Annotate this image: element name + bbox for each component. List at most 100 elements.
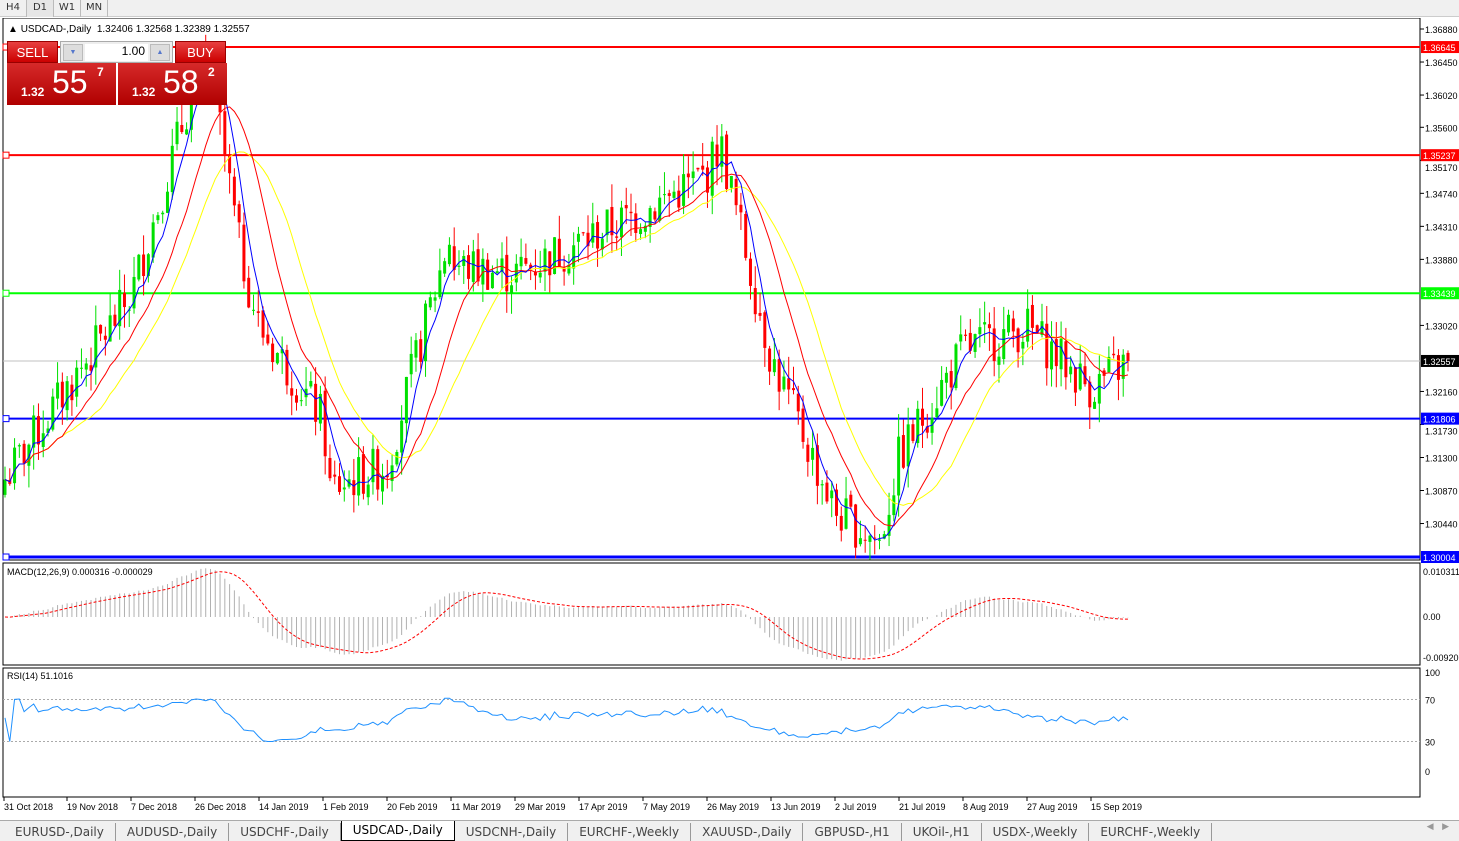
chart-tab[interactable]: USDCHF-,Daily: [229, 823, 341, 841]
bearish-candle: [122, 292, 126, 308]
chart-tab[interactable]: GBPUSD-,H1: [803, 823, 902, 841]
price-chart[interactable]: 1.36880 1.36450 1.36020 1.35600 1.35170 1.347…: [0, 18, 1459, 820]
bullish-candle: [309, 381, 313, 387]
chart-tab[interactable]: EURCHF-,Weekly: [568, 823, 692, 841]
bearish-candle: [1011, 318, 1015, 332]
price-level-label: 1.33439: [1423, 289, 1456, 299]
chart-tab[interactable]: USDCAD-,Daily: [340, 821, 455, 841]
bearish-candle: [949, 371, 953, 388]
timeframe-w1[interactable]: W1: [54, 0, 81, 17]
buy-price-fraction: 2: [208, 65, 215, 79]
bullish-candle: [13, 447, 17, 484]
bearish-candle: [1116, 355, 1120, 380]
bearish-candle: [987, 324, 991, 329]
bearish-candle: [548, 251, 552, 276]
bullish-candle: [1040, 321, 1044, 335]
buy-price-pips: 58: [163, 64, 199, 100]
lot-size-input[interactable]: 1.00: [85, 44, 148, 61]
bearish-candle: [758, 312, 762, 316]
buy-price[interactable]: 1.32 58 2: [118, 63, 227, 105]
price-label: 1.33880: [1425, 255, 1458, 265]
rsi-axis-label: 30: [1425, 738, 1435, 748]
bullish-candle: [500, 258, 504, 272]
bullish-candle: [729, 175, 733, 188]
bullish-candle: [156, 215, 160, 221]
chart-tab[interactable]: EURUSD-,Daily: [4, 823, 116, 841]
chart-tab[interactable]: XAUUSD-,Daily: [691, 823, 804, 841]
bearish-candle: [921, 408, 925, 426]
bullish-candle: [662, 194, 666, 196]
bearish-candle: [1035, 325, 1039, 333]
bearish-candle: [667, 193, 671, 196]
bullish-candle: [1007, 314, 1011, 333]
bearish-candle: [787, 378, 791, 390]
bullish-candle: [658, 197, 662, 221]
tab-scroll-arrows-icon[interactable]: ◀ ▶: [1426, 822, 1449, 832]
bearish-candle: [815, 445, 819, 486]
bullish-candle: [189, 88, 193, 130]
bearish-candle: [1016, 328, 1020, 353]
line-handle: [2, 151, 10, 159]
price-level-badge: [1421, 41, 1459, 54]
macd-axis-label: 0.010311: [1423, 567, 1459, 577]
collapse-triangle-icon[interactable]: ▲: [8, 24, 18, 35]
bearish-candle: [615, 236, 619, 238]
bearish-candle: [806, 444, 810, 462]
chart-title: ▲ USDCAD-,Daily 1.32406 1.32568 1.32389 …: [8, 24, 250, 35]
bullish-candle: [56, 382, 60, 399]
bearish-candle: [505, 254, 509, 292]
chart-tab[interactable]: USDX-,Weekly: [982, 823, 1090, 841]
bearish-candle: [901, 435, 905, 468]
bearish-candle: [1073, 367, 1077, 393]
bearish-candle: [634, 213, 638, 233]
buy-button[interactable]: BUY: [175, 41, 226, 63]
bearish-candle: [99, 324, 103, 334]
date-label: 7 May 2019: [643, 802, 690, 812]
date-label: 29 Mar 2019: [515, 802, 566, 812]
sell-price-prefix: 1.32: [21, 85, 45, 99]
chart-tab[interactable]: AUDUSD-,Daily: [116, 823, 230, 841]
bullish-candle: [170, 145, 174, 193]
timeframe-d1[interactable]: D1: [27, 0, 54, 17]
bullish-candle: [433, 297, 437, 301]
chart-tab[interactable]: EURCHF-,Weekly: [1089, 823, 1213, 841]
bearish-candle: [753, 288, 757, 315]
bearish-candle: [271, 343, 275, 363]
price-level-label: 1.35237: [1423, 151, 1456, 161]
decrease-lot-icon[interactable]: ▼: [63, 44, 83, 61]
price-label: 1.30440: [1425, 520, 1458, 530]
sell-button[interactable]: SELL: [7, 41, 58, 63]
bearish-candle: [533, 271, 537, 276]
bullish-candle: [357, 457, 361, 496]
ma-fast-line: [4, 65, 1129, 541]
bullish-candle: [1107, 356, 1111, 373]
increase-lot-icon[interactable]: ▲: [150, 44, 170, 61]
timeframe-h4[interactable]: H4: [0, 0, 27, 17]
bearish-candle: [596, 222, 600, 249]
bearish-candle: [610, 206, 614, 236]
bullish-candle: [648, 208, 652, 227]
bullish-candle: [591, 223, 595, 243]
bullish-candle: [519, 256, 523, 267]
bearish-candle: [247, 277, 251, 308]
bearish-candle: [992, 328, 996, 362]
lot-size-stepper[interactable]: ▼ 1.00 ▲: [60, 41, 173, 63]
bullish-candle: [299, 400, 303, 402]
bullish-candle: [280, 349, 284, 354]
bullish-candle: [1002, 329, 1006, 360]
chart-tabs: EURUSD-,Daily AUDUSD-,Daily USDCHF-,Daily U…: [0, 820, 1459, 841]
macd-axis-label: 0.00: [1423, 612, 1441, 622]
sell-price[interactable]: 1.32 55 7: [7, 63, 116, 105]
bullish-candle: [639, 229, 643, 235]
bullish-candle: [304, 388, 308, 398]
bearish-candle: [677, 190, 681, 208]
bearish-candle: [586, 232, 590, 247]
bullish-candle: [185, 129, 189, 135]
timeframe-mn[interactable]: MN: [81, 0, 108, 17]
chart-tab[interactable]: UKOil-,H1: [902, 823, 982, 841]
chart-tab[interactable]: USDCNH-,Daily: [455, 823, 569, 841]
bullish-candle: [371, 448, 375, 483]
bullish-candle: [65, 381, 69, 411]
bullish-candle: [175, 121, 179, 145]
bearish-candle: [1126, 352, 1130, 361]
